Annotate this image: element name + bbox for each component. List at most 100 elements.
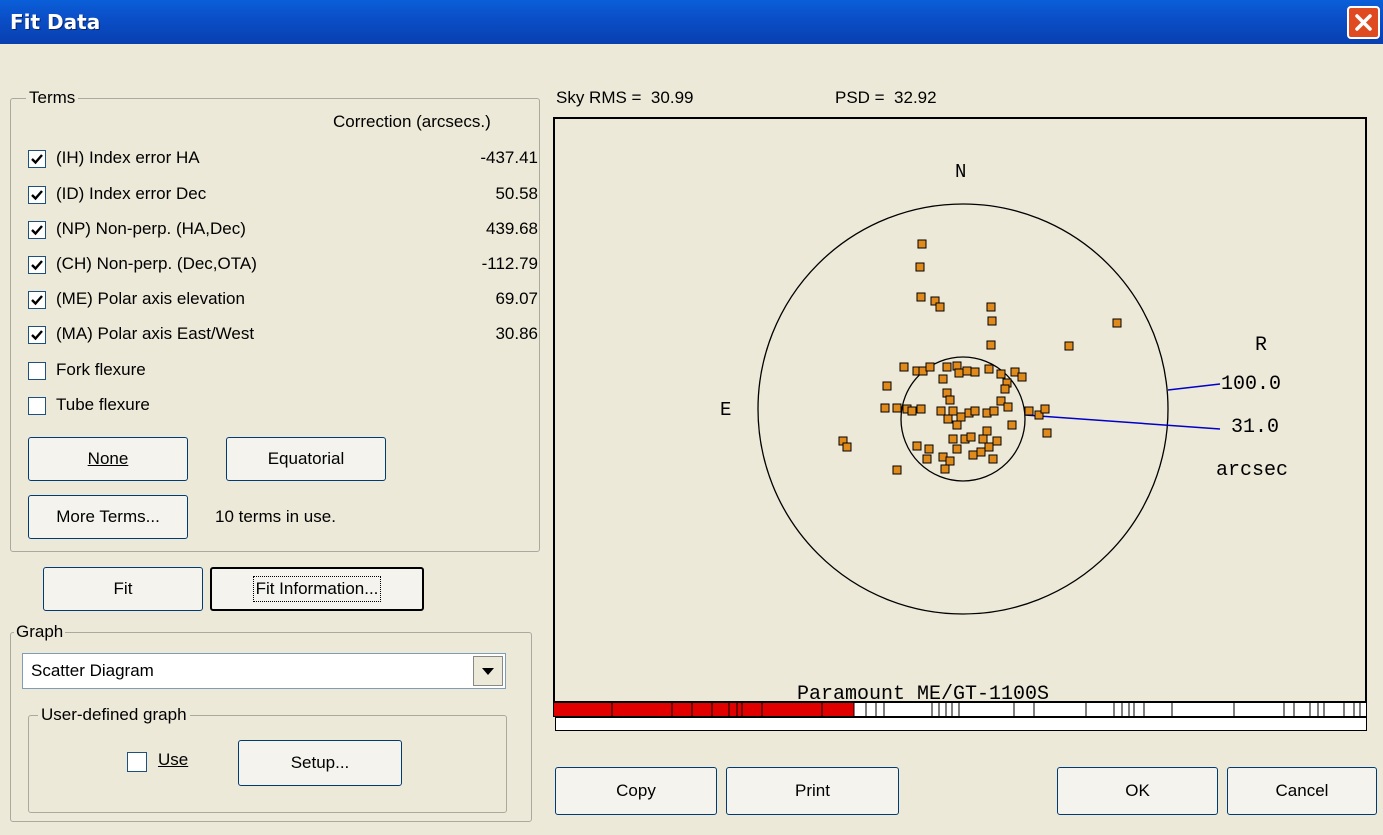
fit-information-button-label: Fit Information... (252, 576, 382, 602)
term-checkbox[interactable] (28, 221, 46, 239)
inner-radius-label: 31.0 (1231, 416, 1280, 439)
scatter-point (987, 316, 997, 326)
equatorial-button-label: Equatorial (267, 449, 345, 468)
none-button[interactable]: None (28, 437, 188, 481)
term-checkbox[interactable] (28, 362, 46, 380)
cancel-button[interactable]: Cancel (1227, 767, 1377, 815)
north-label: N (955, 161, 967, 183)
term-row[interactable]: Tube flexure (28, 395, 528, 421)
scatter-point (936, 406, 946, 416)
term-checkbox[interactable] (28, 186, 46, 204)
dropdown-button[interactable] (473, 656, 503, 686)
scatter-point (952, 420, 962, 430)
fit-button-label: Fit (113, 579, 133, 598)
setup-button-label: Setup... (290, 753, 350, 772)
term-row[interactable]: (ME) Polar axis elevation 69.07 (28, 289, 538, 315)
scatter-point (1017, 372, 1027, 382)
scatter-point (1112, 318, 1122, 328)
scatter-point (892, 403, 902, 413)
scatter-point (986, 340, 996, 350)
scatter-point (970, 367, 980, 377)
scatter-point (954, 368, 964, 378)
term-row[interactable]: (MA) Polar axis East/West 30.86 (28, 324, 538, 350)
scatter-point (916, 292, 926, 302)
print-button[interactable]: Print (726, 767, 899, 815)
scatter-point (940, 464, 950, 474)
scatter-point (938, 374, 948, 384)
more-terms-button-label: More Terms... (56, 507, 160, 526)
equatorial-button[interactable]: Equatorial (226, 437, 386, 481)
scatter-point (935, 302, 945, 312)
ok-button-label: OK (1125, 781, 1150, 800)
graph-type-value: Scatter Diagram (31, 661, 154, 680)
checkmark-icon (31, 295, 43, 306)
scatter-point (996, 396, 1006, 406)
scatter-point (943, 414, 953, 424)
copy-button[interactable]: Copy (555, 767, 717, 815)
scatter-point (1034, 410, 1044, 420)
inner-circle (900, 356, 1026, 482)
scatter-point (989, 406, 999, 416)
setup-button[interactable]: Setup... (238, 740, 402, 786)
close-button[interactable] (1347, 6, 1380, 39)
scatter-point (978, 434, 988, 444)
scatter-svg (757, 203, 1221, 615)
term-label: (IH) Index error HA (56, 148, 200, 167)
term-row[interactable]: Fork flexure (28, 360, 528, 386)
scatter-point (892, 465, 902, 475)
mount-label: Paramount ME/GT-1100S (797, 683, 1050, 706)
graph-type-select[interactable]: Scatter Diagram (22, 653, 506, 689)
term-correction-value: 50.58 (495, 184, 538, 203)
fit-button[interactable]: Fit (43, 567, 203, 611)
scatter-point (1000, 384, 1010, 394)
fit-information-button[interactable]: Fit Information... (210, 567, 424, 611)
ok-button[interactable]: OK (1057, 767, 1218, 815)
term-label: (ME) Polar axis elevation (56, 289, 245, 308)
terms-in-use-text: 10 terms in use. (215, 507, 336, 526)
print-button-label: Print (795, 781, 830, 800)
copy-button-label: Copy (616, 781, 656, 800)
outer-radius-line (1167, 383, 1221, 391)
scatter-point (1040, 404, 1050, 414)
scatter-point (1042, 428, 1052, 438)
progress-bar (553, 702, 1367, 717)
scatter-point (970, 406, 980, 416)
scatter-point (984, 442, 994, 452)
terms-legend: Terms (26, 88, 79, 108)
scatter-point (956, 412, 966, 422)
scatter-point (930, 296, 940, 306)
user-defined-group (28, 715, 507, 813)
scatter-point (942, 362, 952, 372)
checkmark-icon (31, 260, 43, 271)
term-correction-value: 30.86 (495, 324, 538, 343)
term-correction-value: -112.79 (481, 254, 538, 273)
scatter-point (880, 403, 890, 413)
progress-ticks (611, 703, 1361, 716)
graph-group (10, 632, 532, 822)
scatter-point (922, 454, 932, 464)
scatter-point (925, 362, 935, 372)
use-label: Use (158, 750, 189, 769)
more-terms-button[interactable]: More Terms... (28, 495, 188, 539)
term-correction-value: 439.68 (486, 219, 538, 238)
term-row[interactable]: (IH) Index error HA -437.41 (28, 148, 538, 174)
term-checkbox[interactable] (28, 326, 46, 344)
outer-circle (757, 203, 1169, 615)
term-label: Fork flexure (56, 360, 146, 379)
term-row[interactable]: (NP) Non-perp. (HA,Dec) 439.68 (28, 219, 538, 245)
term-checkbox[interactable] (28, 291, 46, 309)
term-label: (MA) Polar axis East/West (56, 324, 255, 343)
term-checkbox[interactable] (28, 150, 46, 168)
checkmark-icon (31, 330, 43, 341)
term-row[interactable]: (ID) Index error Dec 50.58 (28, 184, 538, 210)
progress-fill (554, 703, 854, 716)
term-label: (NP) Non-perp. (HA,Dec) (56, 219, 246, 238)
term-row[interactable]: (CH) Non-perp. (Dec,OTA) -112.79 (28, 254, 538, 280)
none-button-label: None (87, 449, 129, 468)
term-checkbox[interactable] (28, 397, 46, 415)
scatter-point (996, 369, 1006, 379)
use-checkbox[interactable] (127, 752, 147, 772)
term-checkbox[interactable] (28, 256, 46, 274)
checkmark-icon (31, 225, 43, 236)
cancel-button-label: Cancel (1275, 781, 1329, 800)
